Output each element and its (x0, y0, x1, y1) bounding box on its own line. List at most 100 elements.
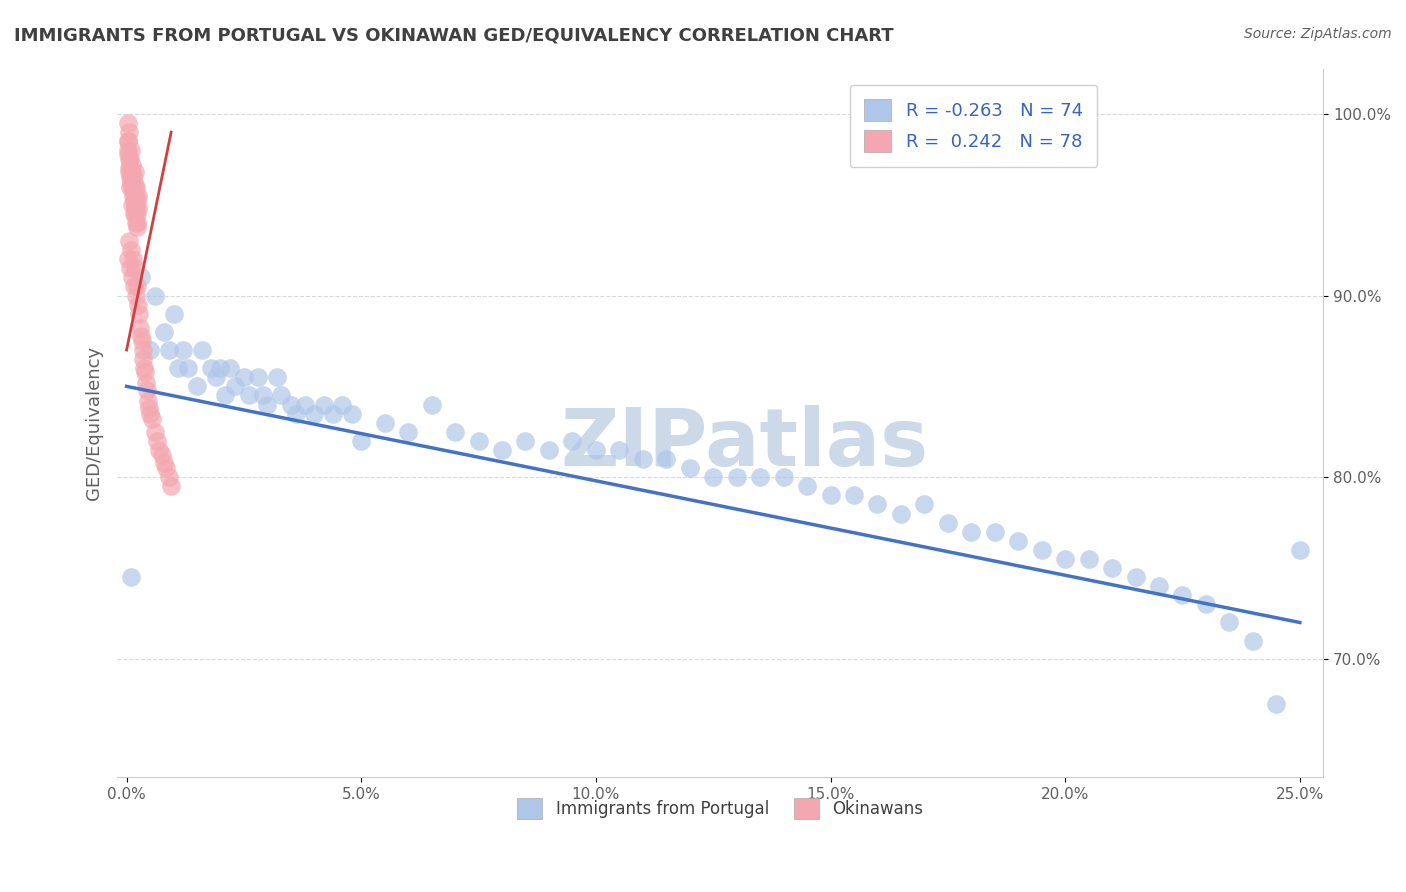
Point (725, 470, 748, 484)
Point (176, 361, 198, 376)
Point (143, 425, 166, 439)
Point (284, 407, 307, 421)
Point (1031, 542, 1053, 557)
Point (139, 343, 162, 357)
Point (167, 361, 190, 376)
Point (125, 207, 148, 221)
Point (200, 361, 222, 376)
Point (148, 442, 170, 457)
Legend: Immigrants from Portugal, Okinawans: Immigrants from Portugal, Okinawans (510, 791, 929, 825)
Point (467, 434, 489, 448)
Point (820, 488, 842, 502)
Point (125, 179, 148, 194)
Point (117, 134, 139, 148)
Point (118, 153, 141, 167)
Point (120, 170, 142, 185)
Point (146, 434, 169, 448)
Point (124, 198, 146, 212)
Point (120, 170, 142, 185)
Point (118, 153, 141, 167)
Point (134, 365, 156, 379)
Point (155, 461, 177, 475)
Point (350, 434, 373, 448)
Point (1195, 597, 1218, 611)
Point (1288, 542, 1310, 557)
Point (312, 398, 335, 412)
Point (121, 158, 143, 172)
Point (120, 143, 142, 157)
Point (491, 442, 513, 457)
Point (270, 388, 292, 402)
Point (120, 570, 142, 584)
Point (224, 379, 246, 393)
Point (117, 134, 139, 148)
Point (121, 170, 143, 185)
Point (120, 176, 142, 190)
Point (984, 524, 1007, 539)
Point (121, 270, 143, 285)
Point (162, 307, 184, 321)
Point (122, 279, 145, 293)
Point (157, 470, 180, 484)
Point (127, 188, 149, 202)
Point (796, 479, 818, 493)
Point (214, 388, 236, 402)
Point (631, 452, 654, 467)
Text: Source: ZipAtlas.com: Source: ZipAtlas.com (1244, 27, 1392, 41)
Point (128, 307, 150, 321)
Point (304, 407, 326, 421)
Point (515, 434, 537, 448)
Point (120, 261, 142, 276)
Point (135, 376, 157, 390)
Point (125, 219, 148, 234)
Point (122, 188, 145, 202)
Point (252, 388, 274, 402)
Point (537, 442, 560, 457)
Point (120, 243, 142, 257)
Point (1265, 697, 1288, 711)
Point (132, 352, 155, 367)
Point (772, 470, 794, 484)
Point (118, 161, 141, 176)
Point (127, 194, 149, 208)
Point (117, 116, 139, 130)
Point (655, 452, 678, 467)
Point (125, 202, 148, 216)
Point (160, 479, 183, 493)
Point (128, 321, 150, 335)
Point (1171, 588, 1194, 602)
Point (890, 507, 912, 521)
Point (124, 207, 146, 221)
Point (280, 398, 302, 412)
Point (121, 179, 143, 194)
Point (340, 407, 363, 421)
Point (866, 497, 889, 511)
Point (129, 270, 152, 285)
Point (134, 361, 156, 376)
Point (294, 398, 316, 412)
Point (125, 188, 148, 202)
Point (246, 370, 269, 384)
Point (256, 398, 278, 412)
Point (1054, 552, 1077, 566)
Point (117, 252, 139, 267)
Point (679, 461, 702, 475)
Point (122, 183, 145, 197)
Point (1218, 615, 1240, 630)
Point (139, 407, 162, 421)
Point (138, 401, 160, 416)
Point (186, 379, 208, 393)
Point (1007, 533, 1029, 548)
Point (150, 449, 173, 463)
Point (190, 343, 212, 357)
Point (153, 456, 176, 470)
Point (136, 393, 159, 408)
Point (117, 147, 139, 161)
Point (118, 234, 141, 248)
Point (420, 398, 443, 412)
Point (585, 442, 607, 457)
Point (136, 383, 159, 397)
Point (124, 261, 146, 276)
Point (125, 216, 148, 230)
Point (936, 516, 959, 530)
